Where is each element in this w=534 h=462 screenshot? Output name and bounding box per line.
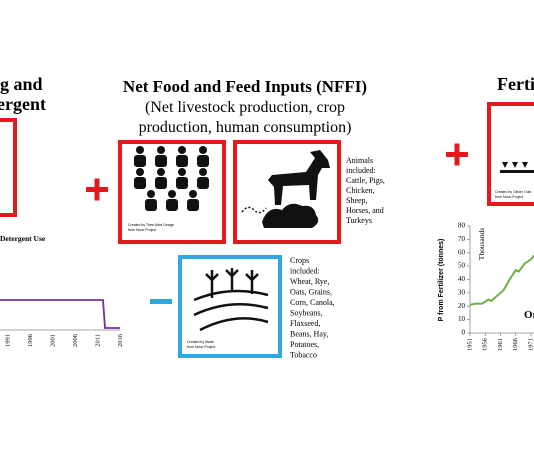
horse-icon <box>241 150 330 228</box>
person-body <box>176 177 188 189</box>
person-body <box>134 177 146 189</box>
crops-text: Wheat, Rye, <box>290 277 329 286</box>
crops-text: included: <box>290 267 320 276</box>
icon-credit: from Noun Project <box>128 228 156 232</box>
person-head <box>199 168 207 176</box>
person-head <box>178 168 186 176</box>
person-head <box>136 168 144 176</box>
y-tick-label: 10 <box>458 315 466 323</box>
y-tick-label: 30 <box>458 288 466 296</box>
left-icon-box <box>0 118 17 217</box>
unit-label: Thousands <box>477 228 486 261</box>
center-title: Net Food and Feed Inputs (NFFI) <box>123 77 367 96</box>
person-body <box>176 155 188 167</box>
x-tick-label: 1991 <box>4 334 11 347</box>
plus-sign <box>446 143 468 166</box>
annotation: Or <box>524 309 534 321</box>
person-body <box>145 199 157 211</box>
y-tick-label: 70 <box>458 235 466 243</box>
person-body <box>166 199 178 211</box>
crops-text: Flaxseed, <box>290 319 320 328</box>
x-tick-label: 2011 <box>94 334 101 347</box>
animals-text: Turkeys <box>346 216 372 225</box>
animals-text: Animals <box>346 156 373 165</box>
person-head <box>157 168 165 176</box>
x-tick-label: 1966 <box>512 337 519 351</box>
person-head <box>157 146 165 154</box>
y-tick-label: 60 <box>458 248 466 256</box>
people-box <box>118 140 226 244</box>
left-title: g and <box>0 74 43 94</box>
person-head <box>199 146 207 154</box>
left-line <box>0 299 120 329</box>
x-tick-label: 2016 <box>117 333 124 347</box>
left-title: ergent <box>0 94 46 114</box>
animals-text: Chicken, <box>346 186 375 195</box>
y-tick-label: 80 <box>458 222 466 230</box>
person-body <box>197 177 209 189</box>
crops-text: Potatoes, <box>290 340 319 349</box>
crops-text: Soybeans, <box>290 309 323 318</box>
center-subtitle: (Net livestock production, crop <box>145 99 345 116</box>
person-head <box>168 190 176 198</box>
person-head <box>189 190 197 198</box>
x-tick-label: 1951 <box>466 338 473 351</box>
fertilizer-box <box>487 102 534 206</box>
people-icon <box>134 146 209 211</box>
icon-credit: Created by Thee Alice Design <box>128 223 174 227</box>
person-body <box>187 199 199 211</box>
person-body <box>155 177 167 189</box>
crops-text: Oats, Grains, <box>290 288 332 297</box>
person-body <box>197 155 209 167</box>
crops-text: Crops <box>290 256 309 265</box>
fertilizer-icon <box>500 162 534 173</box>
icon-credit: Created by Made <box>187 340 214 344</box>
y-tick-label: 20 <box>458 302 466 310</box>
person-body <box>155 155 167 167</box>
y-axis-label: P from Fertilizer (tonnes) <box>438 239 445 322</box>
icon-credit: Created by Olivier Guin <box>495 190 531 194</box>
crops-text: Beans, Hay, <box>290 330 328 339</box>
left-chart-title: Detergent Use <box>0 234 46 243</box>
icon-credit: from Noun Project <box>187 345 215 349</box>
plus-sign <box>86 178 108 201</box>
y-tick-label: 50 <box>458 262 466 270</box>
data-line <box>469 254 534 306</box>
crops-text: Tobacco <box>290 351 317 360</box>
animals-text: included: <box>346 166 376 175</box>
crops-text: Corn, Canola, <box>290 298 335 307</box>
right-title: Fertil <box>497 74 534 94</box>
person-head <box>136 146 144 154</box>
center-subtitle: production, human consumption) <box>139 119 352 136</box>
animals-text: Sheep, <box>346 196 368 205</box>
x-tick-label: 1961 <box>497 338 504 351</box>
person-head <box>147 190 155 198</box>
y-tick-label: 40 <box>458 275 466 283</box>
icon-credit: from Noun Project <box>495 195 523 199</box>
x-tick-label: 1971 <box>527 338 534 351</box>
x-tick-label: 2006 <box>72 333 79 347</box>
crops-icon <box>193 268 269 332</box>
x-tick-label: 1956 <box>482 337 489 351</box>
person-body <box>134 155 146 167</box>
person-head <box>178 146 186 154</box>
animals-text: Horses, and <box>346 206 384 215</box>
x-tick-label: 1996 <box>27 333 34 347</box>
animals-text: Cattle, Pigs, <box>346 176 385 185</box>
y-tick-label: 0 <box>462 329 466 337</box>
x-tick-label: 2001 <box>49 334 56 347</box>
minus-sign <box>150 299 172 304</box>
